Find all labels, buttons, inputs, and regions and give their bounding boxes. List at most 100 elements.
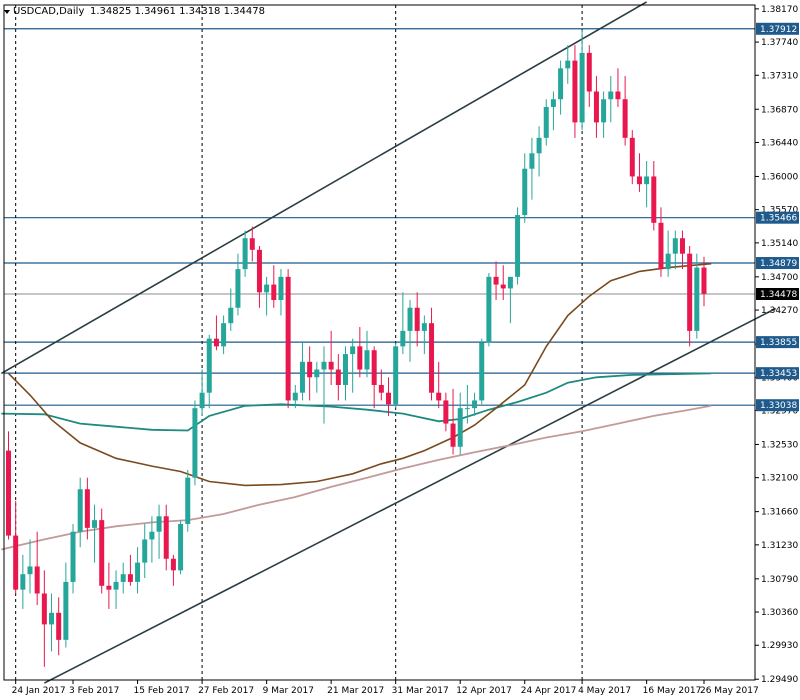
- candle-body: [163, 516, 169, 559]
- candle: [651, 161, 657, 231]
- candle-body: [687, 253, 693, 331]
- price-tick-label: 1.30360: [761, 608, 798, 618]
- level-tag: [756, 257, 799, 270]
- candle-body: [371, 350, 377, 385]
- candle-body: [543, 106, 549, 138]
- candle-body: [213, 338, 219, 347]
- time-tick-label: 16 May 2017: [643, 686, 702, 696]
- candle: [601, 91, 607, 138]
- candle: [407, 300, 413, 362]
- candle-body: [99, 520, 105, 586]
- candle-body: [278, 276, 284, 301]
- candle-body: [206, 338, 212, 393]
- candle: [34, 531, 40, 606]
- candle: [665, 230, 671, 277]
- price-tick-label: 1.32970: [761, 406, 798, 416]
- price-tick-label: 1.35570: [761, 206, 798, 216]
- candle: [106, 562, 112, 609]
- candle: [436, 361, 442, 409]
- candle-body: [436, 392, 442, 401]
- candle-body: [228, 307, 234, 324]
- candle: [163, 504, 169, 571]
- price-tick-label: 1.30790: [761, 575, 798, 585]
- candle: [565, 45, 571, 84]
- candle: [328, 330, 334, 385]
- candle-body: [292, 392, 298, 401]
- candle: [271, 265, 277, 308]
- candle: [285, 269, 291, 409]
- level-tag: [756, 211, 799, 224]
- candle: [292, 384, 298, 409]
- candle: [622, 76, 628, 146]
- candle: [615, 68, 621, 107]
- candle-body: [178, 523, 184, 571]
- candle-body: [285, 276, 291, 401]
- candle-body: [364, 350, 370, 370]
- candle-body: [357, 346, 363, 370]
- candle: [515, 207, 521, 285]
- candle-body: [421, 323, 427, 331]
- candle: [558, 60, 564, 115]
- candle-body: [92, 520, 98, 528]
- price-tick-label: 1.36440: [761, 138, 798, 148]
- price-tick-label: 1.32100: [761, 474, 798, 484]
- candle: [56, 597, 62, 656]
- candle-body: [572, 60, 578, 123]
- candle: [20, 554, 26, 609]
- time-tick-label: 9 Mar 2017: [263, 686, 314, 696]
- candle-body: [142, 539, 148, 563]
- candle-body: [127, 574, 133, 582]
- candle: [135, 547, 141, 594]
- time-tick-label: 31 Mar 2017: [392, 686, 449, 696]
- candle-body: [149, 531, 155, 540]
- time-axis: 24 Jan 2017 3 Feb 2017 15 Feb 2017 27 Feb 2…: [12, 680, 759, 696]
- candle-body: [672, 238, 678, 254]
- time-tick-label: 24 Jan 2017: [12, 686, 66, 696]
- candle-body: [565, 60, 571, 69]
- moving-averages: [1, 262, 712, 551]
- candle: [457, 392, 463, 455]
- candle: [522, 153, 528, 223]
- time-tick-label: 26 May 2017: [700, 686, 759, 696]
- candle: [393, 342, 399, 409]
- candle-body: [651, 176, 657, 223]
- level-tag: [756, 367, 799, 380]
- candle: [608, 76, 614, 123]
- candle-body: [400, 330, 406, 347]
- candles: [6, 29, 707, 667]
- candle: [579, 29, 585, 131]
- candle: [342, 346, 348, 401]
- candle: [185, 469, 191, 532]
- candle-body: [235, 269, 241, 308]
- candle-body: [49, 612, 55, 625]
- candle: [507, 276, 513, 324]
- candle-body: [41, 593, 47, 625]
- candle-body: [694, 267, 700, 331]
- candle-body: [500, 284, 506, 289]
- candle: [63, 562, 69, 648]
- level-tag: [756, 22, 799, 35]
- candle: [156, 504, 162, 559]
- candle-body: [558, 68, 564, 100]
- dropdown-triangle-icon[interactable]: [4, 10, 10, 14]
- candle-body: [615, 91, 621, 100]
- candle-body: [443, 400, 449, 424]
- candle-body: [156, 516, 162, 532]
- candle: [357, 327, 363, 378]
- candle-body: [6, 450, 11, 536]
- candle-body: [135, 562, 141, 582]
- candle: [278, 269, 284, 316]
- candle: [41, 570, 47, 667]
- candle: [421, 315, 427, 355]
- candle-body: [84, 489, 90, 528]
- candle-body: [622, 99, 628, 138]
- candle-body: [586, 52, 592, 92]
- candle-body: [249, 238, 255, 250]
- candle-body: [342, 354, 348, 385]
- candle: [242, 230, 248, 277]
- time-tick-label: 4 May 2017: [578, 686, 631, 696]
- price-tick-label: 1.32530: [761, 440, 798, 450]
